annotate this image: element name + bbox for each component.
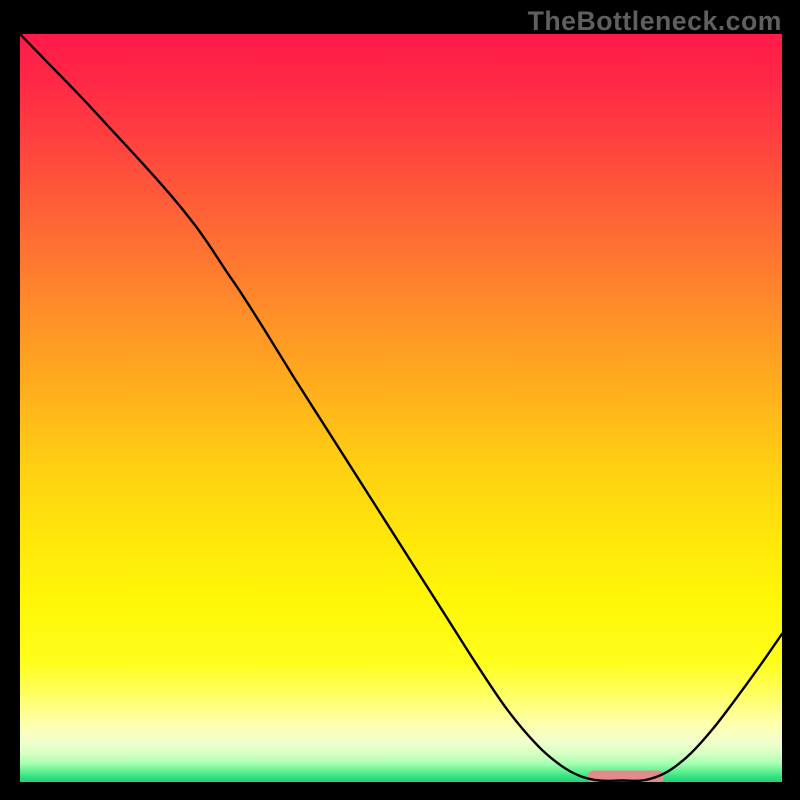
watermark-text: TheBottleneck.com [528, 6, 782, 37]
gradient-background [20, 34, 782, 782]
plot-svg [20, 34, 782, 782]
plot-area [20, 34, 782, 782]
chart-stage: TheBottleneck.com [0, 0, 800, 800]
